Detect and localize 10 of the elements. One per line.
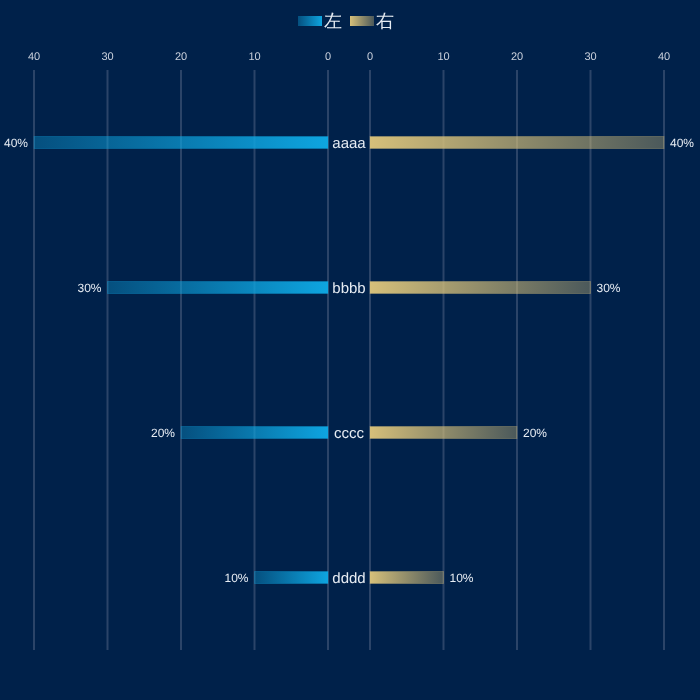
bar <box>369 281 591 294</box>
bar <box>107 281 329 294</box>
bar <box>180 426 329 439</box>
bar <box>254 571 329 584</box>
bar <box>369 136 665 149</box>
bar <box>33 136 329 149</box>
bar <box>369 426 518 439</box>
legend-label: 左 <box>324 11 342 31</box>
legend: 左 右 <box>298 11 394 31</box>
bar <box>369 571 444 584</box>
